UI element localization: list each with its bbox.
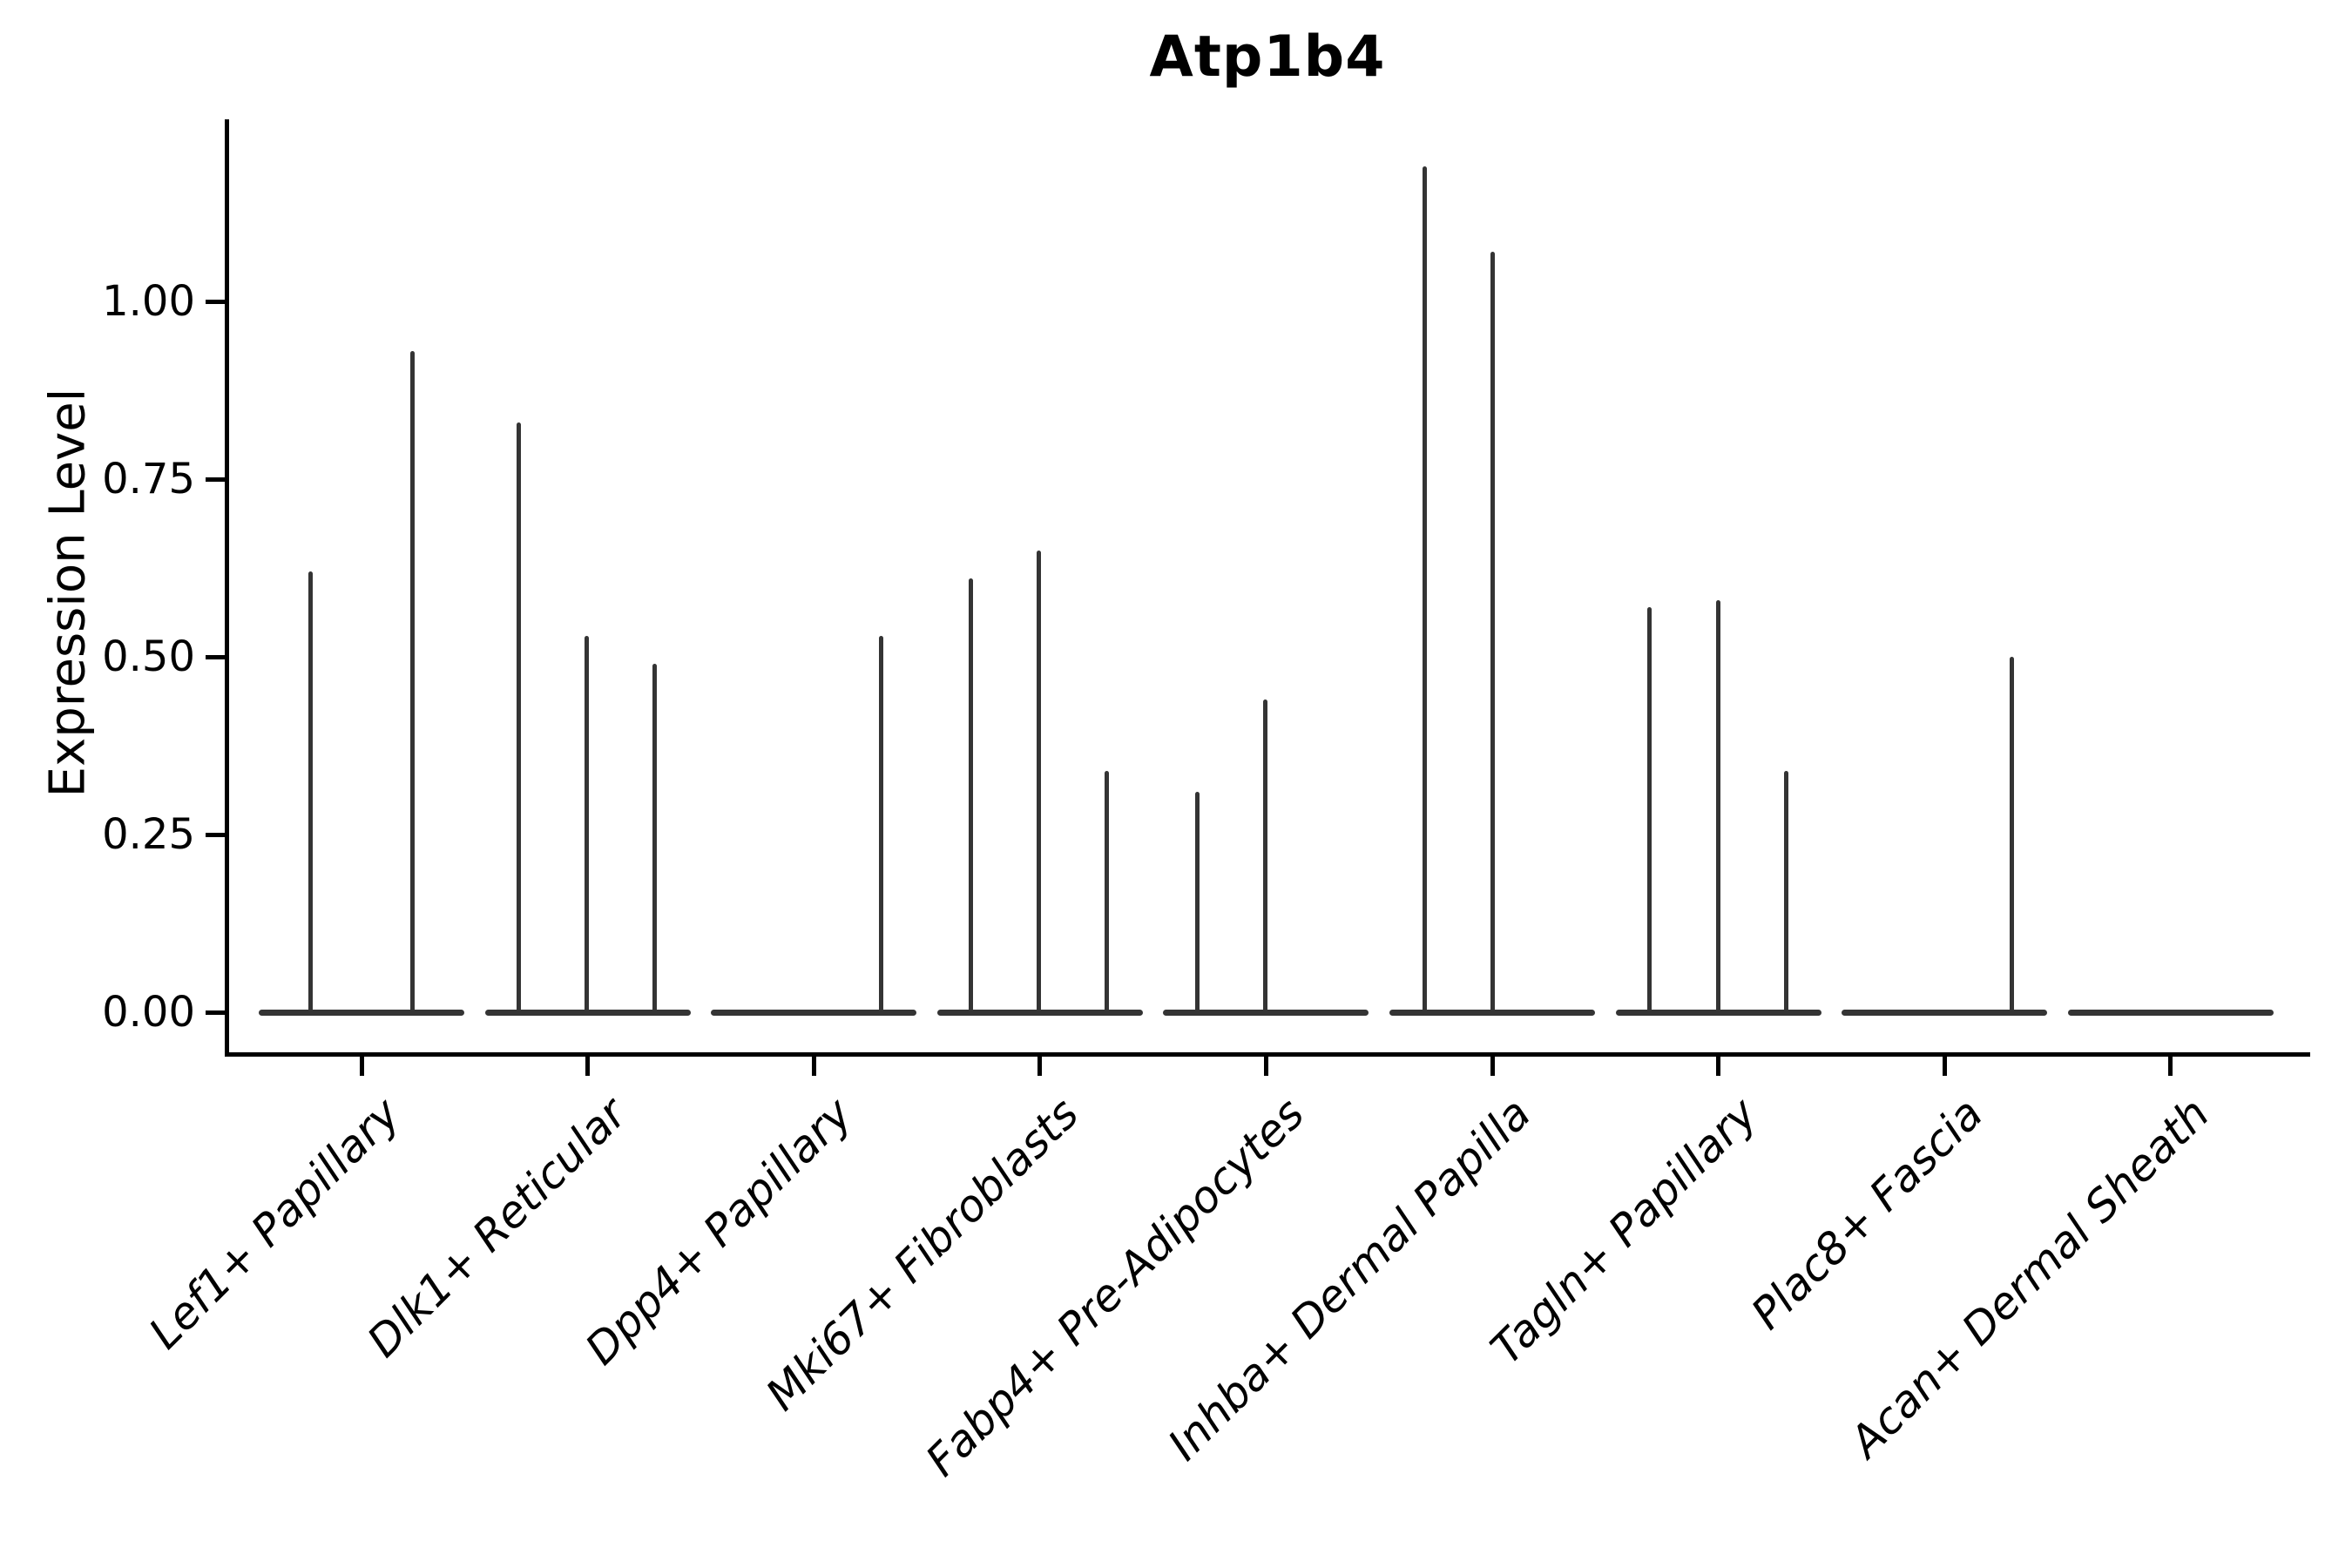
x-tick-mark <box>1942 1057 1947 1076</box>
x-tick-mark <box>811 1057 816 1076</box>
y-tick-label: 0.50 <box>102 632 195 681</box>
x-axis-tick-label: Lef1+ Papillary <box>139 1088 410 1359</box>
violin-spike <box>517 422 522 1014</box>
x-tick-mark <box>1037 1057 1043 1076</box>
x-axis-spine <box>225 1052 2310 1057</box>
violin-spike <box>308 571 313 1014</box>
violin-baseline <box>711 1009 917 1016</box>
violin-baseline <box>259 1009 464 1016</box>
y-tick-mark <box>206 654 225 659</box>
violin-spike <box>1647 606 1652 1014</box>
violin-baseline <box>2067 1009 2274 1016</box>
y-tick-label: 0.00 <box>102 988 195 1037</box>
x-axis-tick-label: Dlk1+ Reticular <box>357 1088 636 1368</box>
violin-spike <box>652 664 658 1014</box>
violin-spike <box>1194 792 1200 1014</box>
x-tick-mark <box>2168 1057 2173 1076</box>
violin-baseline <box>1842 1009 2048 1016</box>
x-axis-tick-label: Fabp4+ Pre-Adipocytes <box>916 1088 1315 1486</box>
x-axis-tick-label: Dpp4+ Papillary <box>575 1088 862 1375</box>
x-axis-tick-label: Plac8+ Fascia <box>1741 1088 1993 1340</box>
y-tick-label: 0.25 <box>102 810 195 859</box>
x-axis-tick-label: Tagln+ Papillary <box>1480 1088 1767 1375</box>
violin-spike <box>1262 699 1267 1014</box>
violin-spike <box>409 351 415 1014</box>
violin-spike <box>1037 550 1042 1014</box>
violin-spike <box>585 635 590 1014</box>
x-axis-tick-label: Mki67+ Fibroblasts <box>756 1088 1089 1421</box>
x-axis-tick-label: Inhba+ Dermal Papilla <box>1158 1088 1541 1470</box>
violin-spike <box>1422 166 1427 1014</box>
y-axis-spine <box>225 119 229 1057</box>
violin-spike <box>1490 251 1495 1014</box>
x-tick-mark <box>359 1057 364 1076</box>
y-tick-mark <box>206 299 225 304</box>
violin-spike <box>1716 599 1721 1014</box>
y-tick-mark <box>206 476 225 482</box>
y-tick-label: 0.75 <box>102 455 195 504</box>
plot-title: Atp1b4 <box>1149 24 1386 90</box>
y-tick-mark <box>206 1010 225 1015</box>
violin-spike <box>969 578 974 1014</box>
violin-spike <box>1784 770 1789 1014</box>
x-tick-mark <box>1716 1057 1721 1076</box>
violin-spike <box>2009 657 2014 1014</box>
x-tick-mark <box>1490 1057 1495 1076</box>
y-tick-mark <box>206 832 225 837</box>
y-tick-label: 1.00 <box>102 277 195 326</box>
violin-spike <box>878 635 883 1014</box>
violin-spike <box>1105 770 1110 1014</box>
x-tick-mark <box>585 1057 591 1076</box>
x-tick-mark <box>1263 1057 1268 1076</box>
x-axis-tick-label: Acan+ Dermal Sheath <box>1840 1088 2220 1468</box>
